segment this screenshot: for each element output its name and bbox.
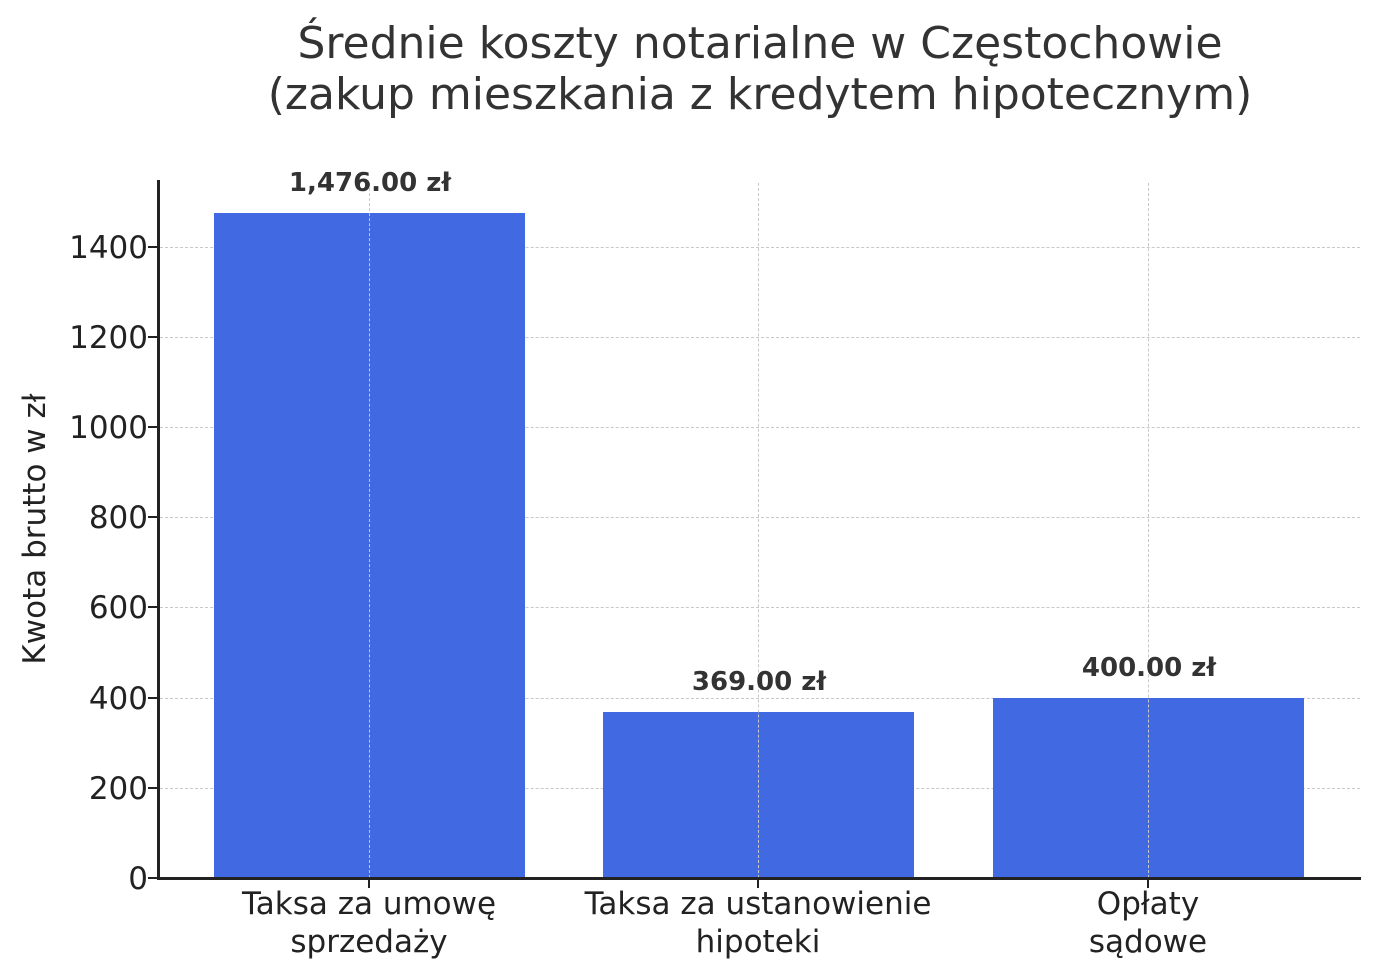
gridline-x-2: [758, 183, 759, 878]
x-tick-label-line: hipoteki: [695, 924, 821, 960]
y-tick-label: 800: [88, 500, 148, 536]
x-axis-line: [157, 877, 1361, 880]
x-tick: [1147, 878, 1149, 888]
x-tick-label-line: Taksa za umowę: [241, 886, 497, 922]
x-tick-label-line: Taksa za ustanowienie: [584, 886, 932, 922]
x-tick-label: Taksa za ustanowienie hipoteki: [548, 885, 968, 961]
y-tick: [148, 336, 158, 338]
chart-title-line-1: Średnie koszty notarialne w Częstochowie: [297, 18, 1223, 69]
y-tick: [148, 877, 158, 879]
bar-value-label: 400.00 zł: [1081, 653, 1217, 683]
chart-title-line-2: (zakup mieszkania z kredytem hipotecznym…: [267, 69, 1253, 120]
gridline-1400: [160, 247, 1360, 248]
x-tick: [757, 878, 759, 888]
y-tick: [148, 246, 158, 248]
gridline-400: [160, 698, 1360, 699]
y-tick-label: 0: [128, 861, 148, 897]
x-tick-label: Taksa za umowę sprzedaży: [159, 885, 579, 961]
x-tick-label-line: sądowe: [1088, 924, 1208, 960]
x-tick-label-line: sprzedaży: [290, 924, 448, 960]
x-tick-label-line: Opłaty: [1096, 886, 1200, 922]
chart-title: Średnie koszty notarialne w Częstochowie…: [150, 18, 1370, 120]
y-tick: [148, 697, 158, 699]
y-tick-label: 200: [88, 771, 148, 807]
bar-value-label: 369.00 zł: [691, 667, 827, 697]
gridline-x-1: [369, 183, 370, 878]
y-axis-line: [157, 180, 160, 880]
gridline-1200: [160, 337, 1360, 338]
y-tick-label: 400: [88, 681, 148, 717]
y-tick: [148, 426, 158, 428]
y-tick-label: 1200: [69, 320, 148, 356]
gridline-600: [160, 607, 1360, 608]
y-tick-label: 1400: [69, 230, 148, 266]
y-tick-label: 600: [88, 590, 148, 626]
x-tick: [368, 878, 370, 888]
gridline-800: [160, 517, 1360, 518]
y-tick: [148, 516, 158, 518]
bar-value-label: 1,476.00 zł: [288, 168, 452, 198]
gridline-1000: [160, 427, 1360, 428]
y-tick-label: 1000: [69, 410, 148, 446]
x-tick-label: Opłaty sądowe: [938, 885, 1358, 961]
gridline-x-3: [1148, 183, 1149, 878]
y-axis-title: Kwota brutto w zł: [17, 393, 53, 665]
y-tick: [148, 606, 158, 608]
y-tick: [148, 787, 158, 789]
